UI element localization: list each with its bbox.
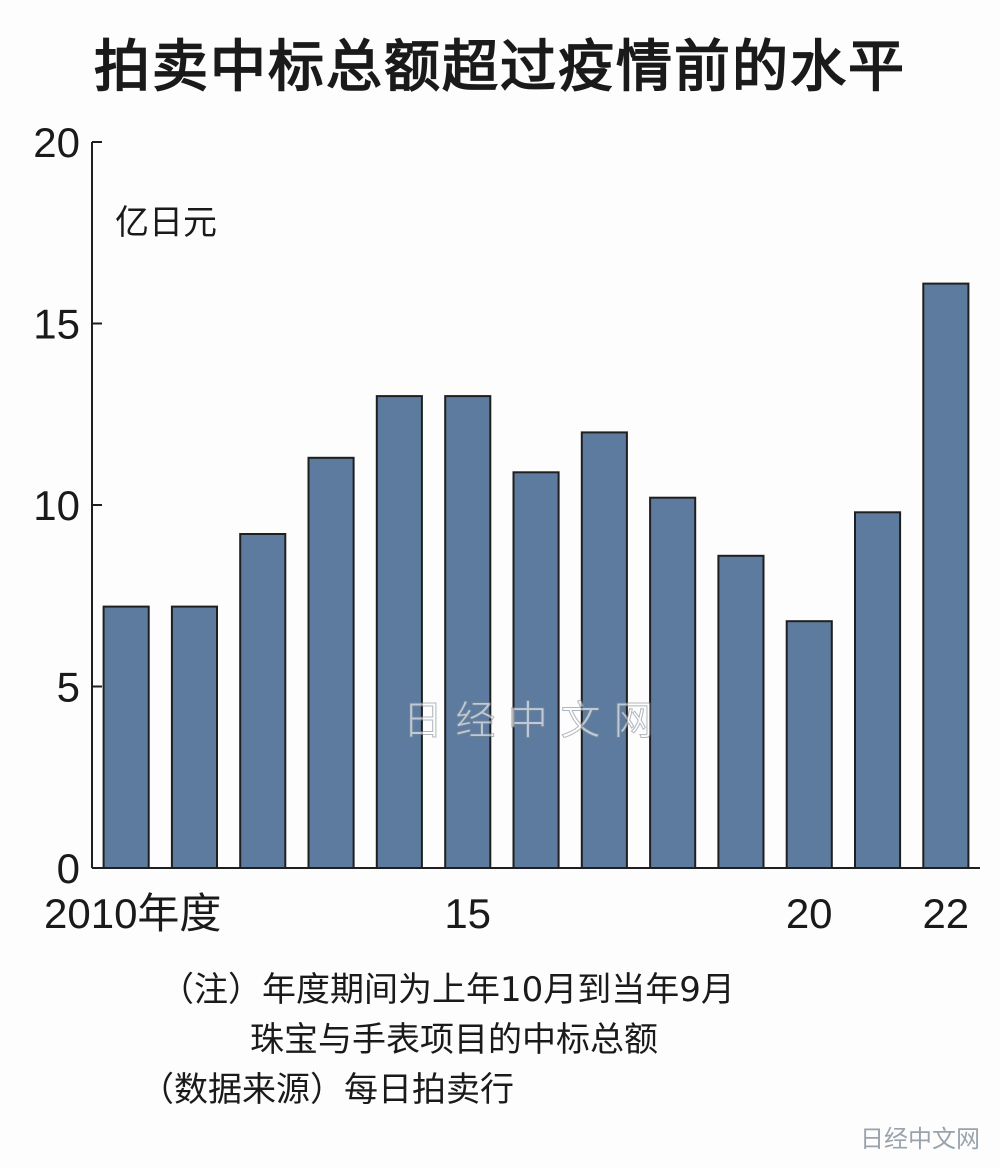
bar-2012 (239, 533, 287, 869)
bar-2011 (170, 605, 218, 869)
x-tick-label-5: 15 (444, 890, 491, 937)
bar-2017 (580, 431, 628, 869)
bar-2015 (444, 395, 492, 869)
watermark-text: 日 经 中 文 网 (403, 698, 654, 744)
y-tick-label-15: 15 (33, 301, 80, 348)
note-source: （数据来源）每日拍卖行 (140, 1070, 514, 1110)
y-tick-label-0: 0 (57, 845, 80, 892)
corner-watermark: 日经中文网 (860, 1125, 980, 1153)
x-tick-label-12: 22 (922, 890, 969, 937)
x-tick-label-0: 2010年度 (44, 890, 221, 937)
y-tick-label-20: 20 (33, 119, 80, 166)
y-tick-label-10: 10 (33, 482, 80, 529)
bar-2021 (854, 511, 902, 869)
bar-2014 (375, 395, 423, 869)
note-period: （注）年度期间为上年10月到当年9月 (160, 970, 735, 1010)
bar-chart: 0 5 10 15 20 2010年度 15 20 22 亿日元 日 经 中 文 网 (33, 119, 980, 937)
bar-2016 (512, 471, 560, 869)
bar-2020 (785, 620, 833, 870)
bar-2010 (102, 605, 150, 869)
x-tick-label-10: 20 (786, 890, 833, 937)
y-tick-label-5: 5 (57, 664, 80, 711)
bar-2019 (717, 554, 765, 869)
y-axis-unit-label: 亿日元 (115, 203, 217, 243)
bars-group (102, 282, 970, 870)
bar-2022 (922, 282, 970, 870)
bar-2013 (307, 456, 355, 869)
note-scope: 珠宝与手表项目的中标总额 (250, 1020, 658, 1060)
bar-2018 (649, 496, 697, 869)
axes-group: 0 5 10 15 20 2010年度 15 20 22 (33, 119, 980, 937)
chart-title: 拍卖中标总额超过疫情前的水平 (94, 35, 906, 100)
